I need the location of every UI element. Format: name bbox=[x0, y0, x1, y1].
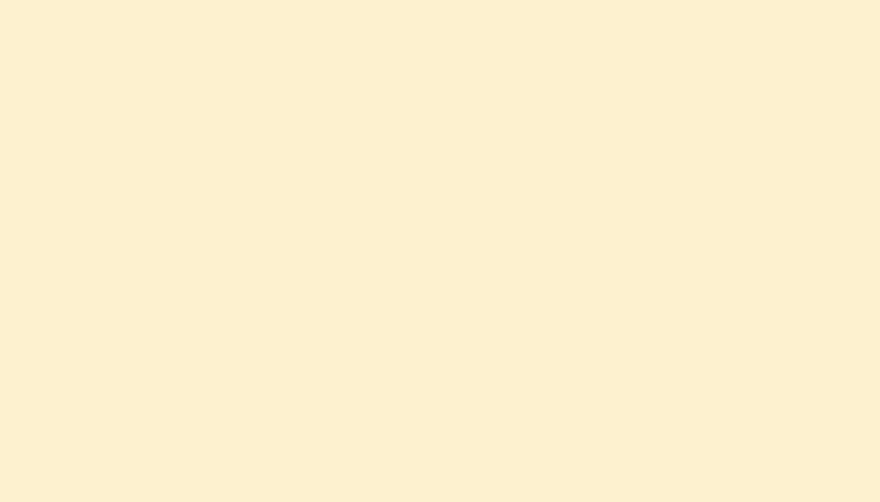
angola-production-chart bbox=[0, 0, 880, 502]
